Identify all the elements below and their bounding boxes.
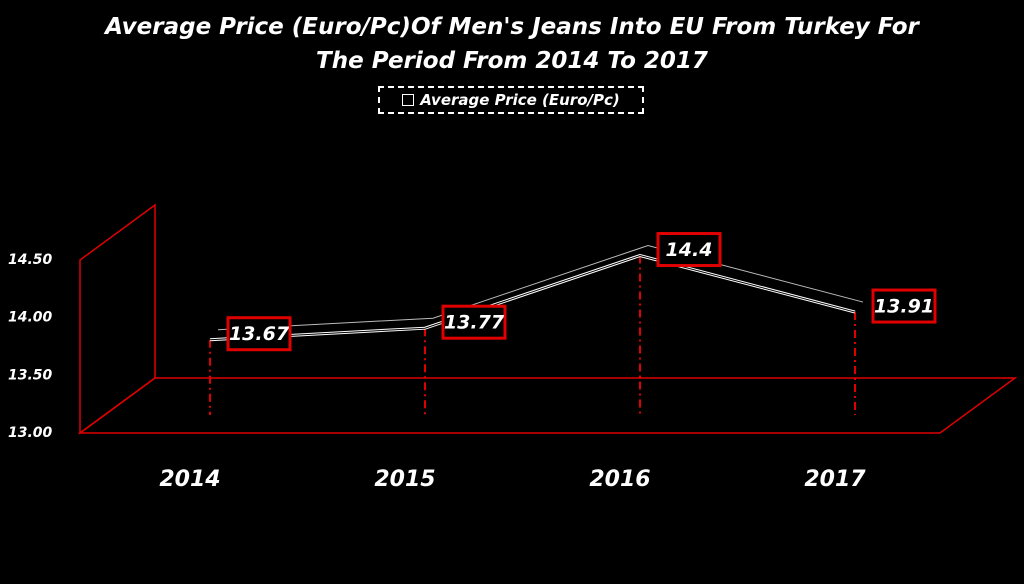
y-tick-label: 13.50 [8,367,53,383]
x-tick-label: 2014 [159,467,220,492]
value-label-box [656,232,722,268]
value-label-box [226,316,292,352]
y-tick-label: 14.00 [8,310,53,326]
line-back [217,245,864,331]
line [209,253,856,342]
value-label: 14.4 [666,239,713,261]
floor [77,377,1018,434]
value-label: 13.67 [229,323,290,345]
x-tick-label: 2016 [589,467,650,492]
side-wall [79,203,156,435]
x-tick-label: 2015 [374,467,435,492]
x-tick-label: 2017 [804,467,866,492]
chart-title: Average Price (Euro/Pc)Of Men's Jeans In… [105,14,919,74]
value-label-box [871,288,937,324]
y-tick-label: 14.50 [8,252,53,268]
line-inner [209,255,856,341]
legend-swatch [402,94,415,106]
value-label-box [441,304,507,340]
legend-label: Average Price (Euro/Pc) [420,91,620,109]
value-label: 13.91 [874,296,934,318]
legend: Average Price (Euro/Pc) [378,86,644,114]
value-label: 13.77 [444,312,505,334]
y-tick-label: 13.00 [8,425,53,441]
